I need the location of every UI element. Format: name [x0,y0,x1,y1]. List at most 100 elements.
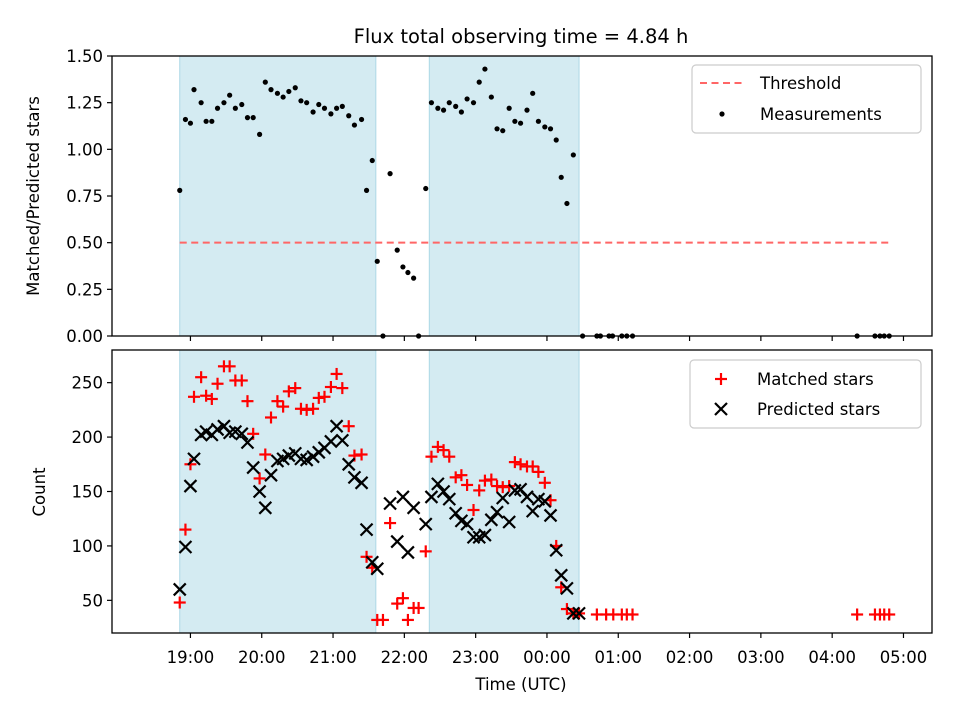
matched-star-point [336,382,349,395]
measurement-point [321,105,328,111]
measurement-point [453,103,459,109]
matched-star-point [401,613,414,626]
matched-star-point [443,450,456,463]
measurement-point [524,107,530,113]
predicted-star-point [431,477,445,491]
ratio-y-tick-label: 0.75 [66,187,103,206]
matched-star-point [851,608,864,621]
ratio-y-tick-label: 1.25 [66,94,103,113]
predicted-star-point [390,534,404,549]
measurement-point [339,103,345,109]
predicted-star-point [484,513,499,527]
measurement-point [494,126,500,132]
predicted-star-point [478,528,492,542]
x-tick-label: 02:00 [666,648,714,667]
predicted-star-point [329,419,344,433]
predicted-legend-label: Predicted stars [757,400,880,419]
top-axis-ticks: 0.00 0.25 0.50 0.75 1.00 1.25 1.50 [66,47,905,346]
predicted-star-point [246,460,260,475]
predicted-star-point [448,506,463,521]
matched-star-point [508,456,521,469]
predicted-star-point [549,543,564,558]
predicted-star-point [525,504,540,518]
ratio-panel: 0.00 0.25 0.50 0.75 1.00 1.25 1.50 Matched/Pre… [24,47,933,346]
matched-star-point [449,471,462,484]
measurement-point [221,100,227,106]
measurement-point [446,100,452,106]
predicted-star-point [554,568,568,583]
count-y-tick-label: 250 [72,374,104,393]
measurement-point [334,105,340,111]
measurement-point [547,126,554,132]
measurement-point [488,94,494,100]
predicted-star-point [442,492,457,506]
measurement-point [328,111,334,117]
predicted-star-point [370,562,385,576]
counts-panel: 50 100 150 200 250 Count 19:00 20:00 21:00 22:0… [30,349,933,694]
chart-title: Flux total observing time = 4.84 h [354,25,689,48]
observing-interval-0 [179,55,377,337]
matched-star-point [376,613,389,626]
matched-star-point [307,402,320,415]
matched-star-point [437,444,450,457]
predicted-star-point [347,470,362,485]
observing-interval-1 [428,349,580,634]
ratio-y-tick-label: 1.50 [66,47,103,66]
time-axis-tick-labels: 19:00 20:00 21:00 22:00 23:00 00:00 01:00 02:00… [167,648,928,667]
measurement-point [351,122,358,128]
predicted-star-point [335,433,350,448]
matched-star-point [265,411,278,424]
matched-star-point [241,395,254,408]
predicted-star-point [178,540,193,554]
predicted-star-point [502,515,516,529]
measurement-point [203,118,209,124]
predicted-star-point [258,501,273,515]
count-points [172,360,896,626]
measurement-point [363,187,370,193]
predicted-star-point [436,484,451,499]
measurement-point [476,79,482,85]
measurement-point [268,87,274,93]
x-tick-label: 03:00 [737,648,785,667]
bottom-legend: Matched stars Predicted stars [689,359,922,429]
predicted-star-point [299,453,314,467]
matched-legend-label: Matched stars [757,370,874,389]
predicted-star-point [560,581,574,596]
measurement-point [182,116,189,123]
measurement-point [304,100,310,106]
measurement-point [239,101,245,108]
measurement-point [346,113,352,119]
measurement-point [553,137,559,143]
predicted-star-point [406,501,421,515]
top-axes-frame [111,55,933,337]
ratio-y-tick-label: 0.00 [66,327,103,346]
predicted-star-point [401,545,415,560]
predicted-star-point [424,490,439,504]
measurement-point [500,128,506,134]
observing-interval-1 [428,55,580,337]
measurement-point [535,118,542,124]
measurement-point [310,109,316,115]
measurement-point [570,152,576,158]
predicted-star-point [354,476,369,490]
measurements-legend-label: Measurements [760,105,882,124]
matched-star-point [384,517,397,530]
bottom-legend-box [689,359,922,429]
predicted-star-point [210,422,225,437]
matched-star-point [318,390,331,403]
predicted-star-point [490,505,504,519]
matched-star-point [626,608,639,621]
threshold-legend-label: Threshold [759,74,841,93]
ratio-y-tick-label: 0.25 [66,280,103,299]
x-tick-label: 23:00 [452,648,500,667]
matched-star-point [883,608,896,621]
measurement-point [374,258,380,264]
bottom-axis-ticks: 50 100 150 200 250 [72,374,905,638]
matched-star-point [195,371,208,384]
observing-interval-0 [179,349,377,634]
predicted-star-point [538,494,552,509]
measurement-point [187,120,194,126]
matched-star-point [342,420,355,433]
x-tick-label: 22:00 [381,648,429,667]
matched-star-point [277,400,290,413]
